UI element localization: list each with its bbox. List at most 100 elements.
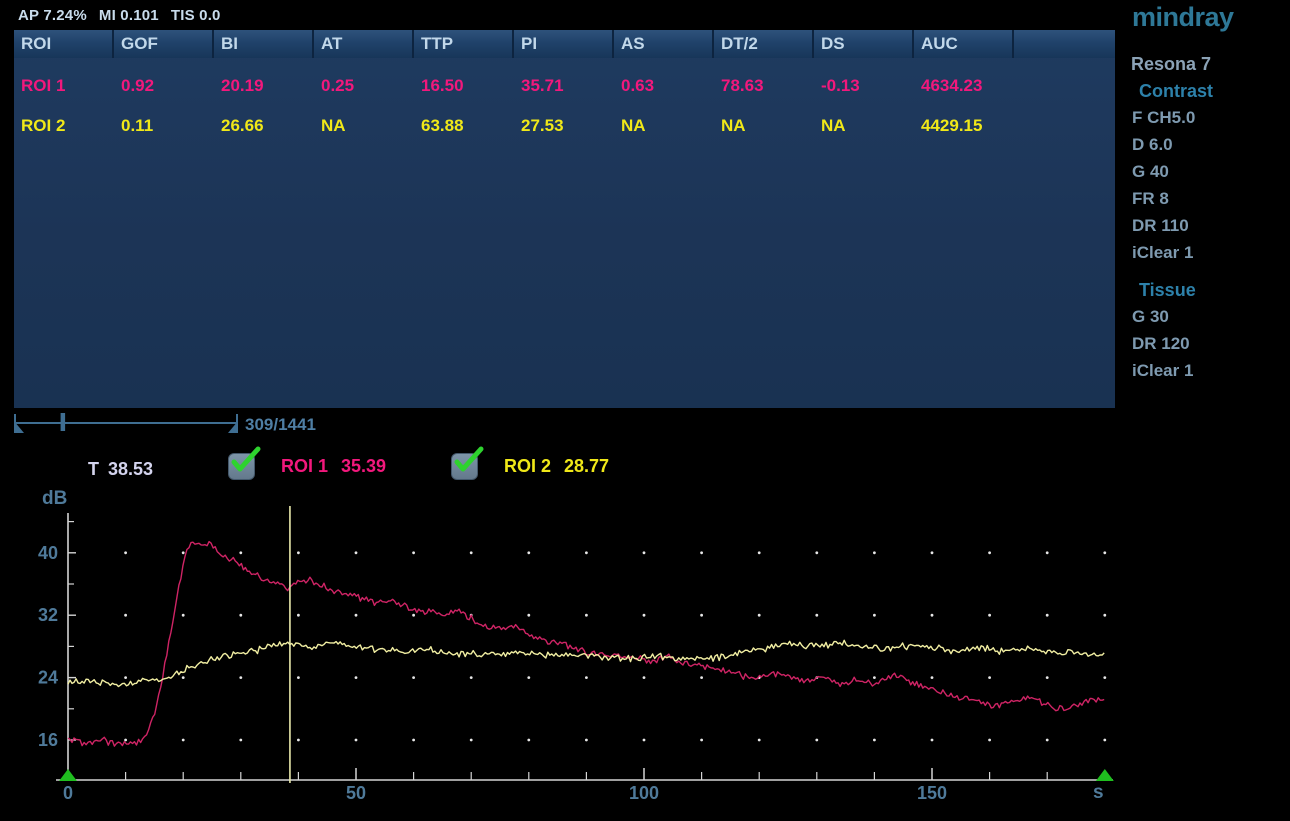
- cine-start-marker-icon[interactable]: [14, 421, 24, 433]
- grid-dot: [239, 551, 243, 555]
- y-tick-label: 24: [38, 668, 58, 688]
- mode-title-contrast: Contrast: [1139, 81, 1214, 101]
- table-cell: NA: [621, 116, 646, 135]
- grid-dot: [124, 613, 127, 617]
- imaging-param: G 40: [1132, 162, 1169, 181]
- ap-value: AP 7.24%: [18, 7, 87, 24]
- grid-dot: [642, 738, 646, 742]
- time-intensity-chart: 16 24 32 40 dB 0 50 100 150 s: [38, 488, 1114, 803]
- grid-dot: [297, 551, 300, 555]
- column-header-pi: PI: [514, 30, 614, 58]
- tis-value: TIS 0.0: [170, 7, 221, 24]
- imaging-param: iClear 1: [1132, 361, 1194, 380]
- imaging-param: G 30: [1132, 307, 1169, 326]
- x-tick-label: 50: [346, 783, 366, 803]
- imaging-param: iClear 1: [1132, 243, 1194, 262]
- grid-dot: [700, 738, 703, 742]
- grid-dot: [700, 676, 703, 679]
- cine-frame-counter: 309/1441: [245, 415, 316, 434]
- table-cell: NA: [321, 116, 346, 135]
- x-axis-unit-label: s: [1093, 782, 1104, 803]
- y-tick-label: 40: [38, 543, 58, 563]
- grid-dot: [700, 551, 703, 555]
- grid-dot: [181, 551, 185, 555]
- x-tick-label: 100: [629, 783, 659, 803]
- imaging-param: DR 120: [1132, 334, 1190, 353]
- column-header-ds: DS: [814, 30, 914, 58]
- grid-dot: [354, 613, 358, 617]
- mode-title-tissue: Tissue: [1139, 280, 1196, 300]
- grid-dot: [873, 613, 876, 617]
- roi2-visibility-checkbox[interactable]: [451, 446, 484, 480]
- roi1-visibility-checkbox[interactable]: [228, 446, 261, 480]
- table-cell: ROI 2: [21, 116, 66, 135]
- imaging-param: FR 8: [1132, 189, 1169, 208]
- range-end-marker-icon[interactable]: [1095, 769, 1114, 781]
- roi2-legend-label: ROI 2: [504, 456, 552, 476]
- x-tick-label: 0: [63, 783, 73, 803]
- grid-dot: [1045, 551, 1049, 555]
- grid-dot: [469, 738, 473, 742]
- imaging-param: F CH5.0: [1132, 108, 1196, 127]
- table-cell: 0.11: [121, 116, 154, 135]
- y-tick-label: 32: [38, 605, 58, 625]
- column-header-as: AS: [614, 30, 714, 58]
- roi1-legend-label: ROI 1: [281, 456, 329, 476]
- grid-dot: [1103, 613, 1107, 617]
- table-cell: 27.53: [521, 116, 564, 135]
- grid-dot: [354, 551, 358, 555]
- table-body: ROI 1 0.92 20.19 0.25 16.50 35.71 0.63 78.63 -0.…: [14, 66, 1115, 146]
- grid-dot: [412, 738, 415, 742]
- grid-dot: [239, 613, 243, 617]
- table-header-row: ROI GOF BI AT TTP PI AS DT/2 DS AUC: [14, 30, 1115, 58]
- curve-roi1: [67, 540, 1105, 747]
- cine-position-handle[interactable]: [60, 413, 66, 431]
- grid-dot: [527, 613, 531, 617]
- checkmark-icon: [231, 446, 261, 472]
- table-cell: 35.71: [521, 76, 564, 95]
- grid-dot: [181, 738, 185, 742]
- table-cell: NA: [821, 116, 846, 135]
- grid-dot: [642, 613, 646, 617]
- cine-scrollbar[interactable]: 309/1441: [0, 405, 360, 441]
- range-start-marker-icon[interactable]: [59, 769, 77, 781]
- system-model: Resona 7: [1131, 54, 1212, 74]
- grid-dot: [585, 551, 588, 555]
- table-cell: 4429.15: [921, 116, 983, 135]
- grid-dot: [1103, 551, 1107, 555]
- grid-dot: [988, 551, 991, 555]
- grid-dot: [873, 676, 876, 679]
- grid-dot: [124, 738, 127, 742]
- column-header-auc: AUC: [914, 30, 1014, 58]
- grid-dot: [757, 551, 761, 555]
- curve-roi2: [67, 639, 1105, 688]
- grid-dot: [412, 551, 415, 555]
- imaging-parameter-list: Contrast F CH5.0 D 6.0 G 40 FR 8 DR 110 iClear…: [1115, 78, 1290, 384]
- grid-dot: [757, 613, 761, 617]
- table-cell: 0.92: [121, 76, 155, 95]
- grid-dot: [354, 676, 358, 679]
- grid-dot: [930, 738, 934, 742]
- grid-dot: [354, 738, 358, 742]
- grid-dot: [469, 551, 473, 555]
- grid-dot: [757, 738, 761, 742]
- table-cell: -0.13: [821, 76, 860, 95]
- grid-dot: [239, 738, 243, 742]
- column-header-dt2: DT/2: [714, 30, 814, 58]
- acoustic-status-bar: AP 7.24% MI 0.101 TIS 0.0: [18, 7, 221, 27]
- grid-dot: [930, 551, 934, 555]
- grid-dot: [815, 551, 819, 555]
- grid-dot: [585, 738, 588, 742]
- table-cell: ROI 1: [21, 76, 66, 95]
- table-cell: 4634.23: [921, 76, 983, 95]
- grid-dot: [297, 676, 300, 679]
- time-label: T: [88, 459, 99, 479]
- imaging-param: D 6.0: [1132, 135, 1173, 154]
- mi-value: MI 0.101: [98, 7, 159, 24]
- column-header-bi: BI: [214, 30, 314, 58]
- table-cell: 26.66: [221, 116, 264, 135]
- cine-end-marker-icon[interactable]: [228, 421, 238, 433]
- grid-dot: [1103, 676, 1107, 679]
- grid-dot: [1103, 738, 1107, 742]
- grid-dot: [585, 676, 588, 679]
